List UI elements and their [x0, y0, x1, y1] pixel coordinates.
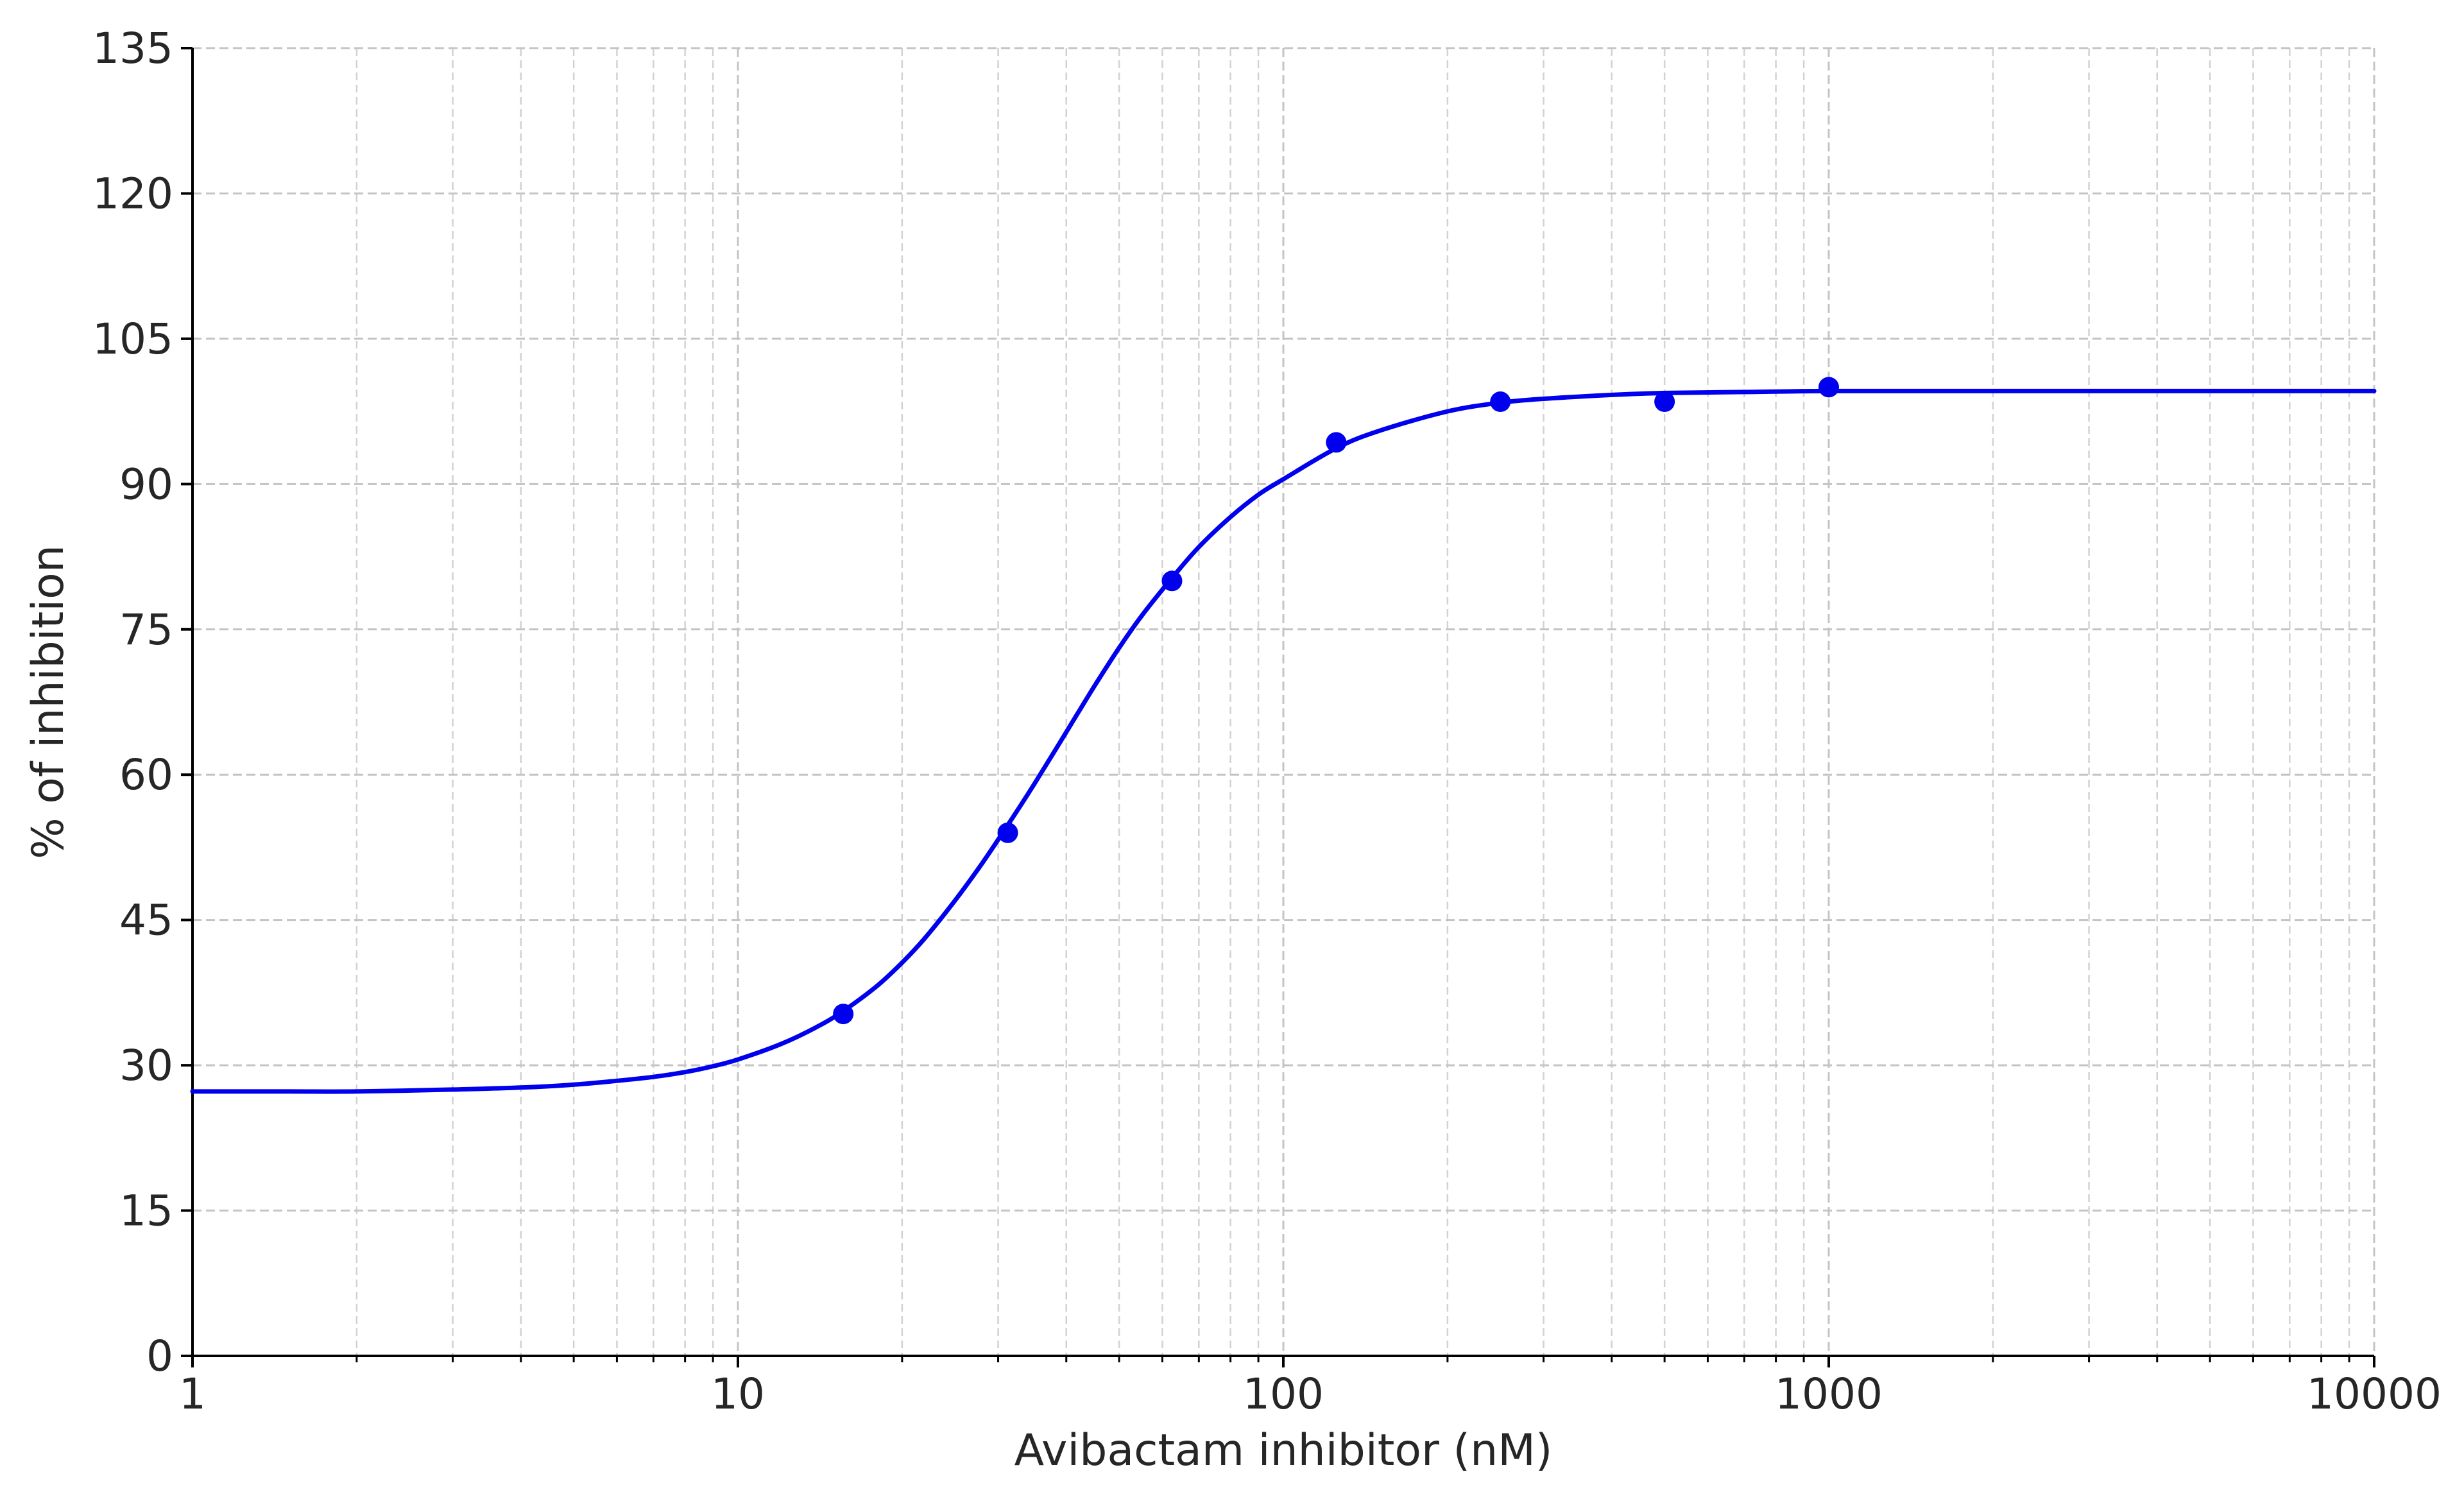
y-tick-label: 0 [146, 1332, 173, 1381]
x-tick-label: 10 [711, 1369, 765, 1419]
y-tick-label: 45 [119, 896, 173, 945]
data-point [1654, 391, 1675, 413]
data-point [1490, 391, 1511, 413]
data-point [833, 1004, 854, 1025]
ticks-layer: 1 10 100 1000 10000 0 15 30 45 60 75 90 105 120 135 [92, 24, 2442, 1419]
y-tick-label: 135 [92, 24, 173, 73]
x-tick-label: 100 [1243, 1369, 1324, 1419]
y-tick-label: 30 [119, 1041, 173, 1090]
series-layer [190, 377, 2377, 1094]
x-axis-label: Avibactam inhibitor (nM) [1014, 1425, 1553, 1476]
x-tick-label: 1 [179, 1369, 206, 1419]
y-tick-label: 15 [119, 1186, 173, 1236]
x-tick-label: 1000 [1775, 1369, 1883, 1419]
y-tick-label: 120 [92, 169, 173, 218]
y-tick-label: 90 [119, 459, 173, 509]
data-point [1161, 570, 1183, 592]
y-tick-label: 75 [119, 605, 173, 655]
y-tick-label: 60 [119, 750, 173, 800]
x-tick-label: 10000 [2307, 1369, 2442, 1419]
fitted-curve-line [190, 388, 2377, 1094]
y-axis-label: % of inhibition [23, 545, 74, 859]
y-tick-label: 105 [92, 314, 173, 364]
data-point [1818, 377, 1839, 398]
data-point [997, 822, 1018, 843]
data-point [1326, 432, 1347, 453]
grid-layer [191, 47, 2375, 1357]
